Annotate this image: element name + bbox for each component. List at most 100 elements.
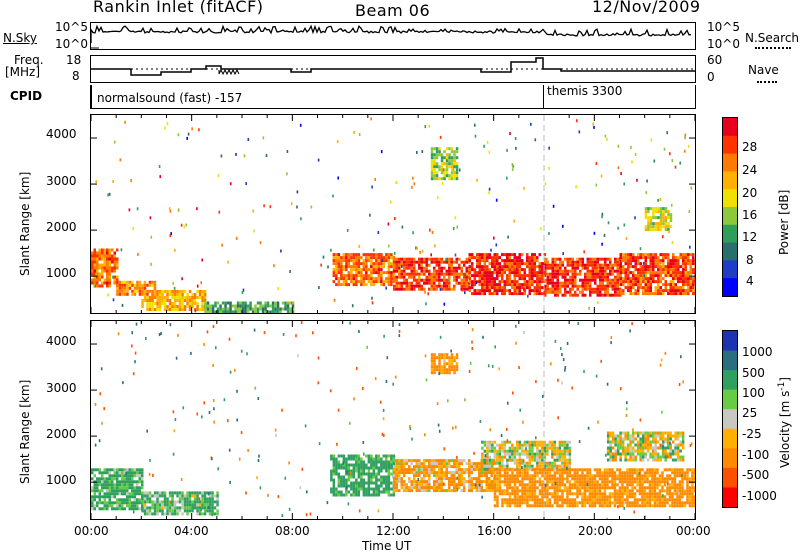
heatmap-cell [332,259,336,263]
heatmap-cell [171,290,174,293]
heatmap-cell [679,286,682,290]
heatmap-cell [644,265,647,269]
heatmap-cell [211,506,214,510]
heatmap-cell [342,280,346,284]
heatmap-cell [521,277,524,281]
heatmap-cell [643,498,647,502]
heatmap-cell [594,269,597,273]
heatmap-cell [536,486,539,490]
heatmap-cell [438,465,441,469]
heatmap-cell [471,265,474,269]
heatmap-cell [581,471,584,475]
heatmap-cell [141,292,144,296]
heatmap-cell [516,489,519,493]
heatmap-cell [654,274,657,278]
heatmap-cell [420,486,423,490]
heatmap-cell [345,481,348,485]
heatmap-speck [174,248,176,252]
heatmap-cell [664,274,667,278]
heatmap-cell [649,222,653,226]
heatmap-cell [643,486,647,490]
heatmap-cell [619,434,622,438]
heatmap-cell [93,272,96,276]
heatmap-cell [646,495,649,499]
heatmap-cell [526,471,529,475]
heatmap-cell [423,474,426,478]
heatmap-cell [448,257,451,261]
heatmap-cell [410,263,413,267]
heatmap-cell [652,207,655,211]
heatmap-cell [398,477,401,481]
heatmap-cell [669,268,672,272]
heatmap-cell [571,504,574,508]
heatmap-cell [443,477,446,481]
heatmap-cell [413,483,416,487]
heatmap-cell [261,304,265,308]
heatmap-cell [689,265,692,269]
heatmap-cell [146,302,149,305]
heatmap-cell [606,504,609,508]
heatmap-cell [332,490,336,494]
heatmap-cell [551,284,554,288]
heatmap-cell [574,293,577,297]
heatmap-cell [619,277,622,281]
heatmap-cell [133,468,136,472]
heatmap-cell [629,443,632,447]
heatmap-speck [150,262,152,266]
heatmap-cell [569,293,572,297]
heatmap-cell [478,474,481,478]
heatmap-cell [332,478,336,482]
heatmap-cell [342,481,346,485]
heatmap-speck [430,253,432,257]
heatmap-cell [546,281,549,285]
heatmap-cell [440,278,443,282]
heatmap-cell [521,449,524,453]
heatmap-cell [679,280,682,284]
heatmap-cell [455,165,459,169]
heatmap-cell [168,302,172,305]
heatmap-cell [335,466,338,470]
heatmap-cell [473,256,476,260]
heatmap-cell [216,307,220,311]
heatmap-cell [516,452,519,456]
heatmap-cell [498,492,502,496]
heatmap-cell [121,289,124,293]
heatmap-cell [671,498,674,502]
heatmap-cell [98,477,101,481]
heatmap-cell [367,472,371,476]
heatmap-speck [253,229,255,233]
heatmap-cell [628,495,632,499]
heatmap-cell [191,296,194,299]
heatmap-cell [681,489,684,493]
heatmap-cell [428,287,431,291]
heatmap-cell [362,472,366,476]
heatmap-cell [413,471,416,475]
heatmap-cell [355,460,358,464]
heatmap-cell [593,501,597,505]
heatmap-cell [508,259,511,263]
heatmap-cell [649,292,652,296]
heatmap-cell [678,498,682,502]
heatmap-cell [93,260,96,264]
heatmap-cell [141,474,144,478]
heatmap-cell [91,281,94,285]
heatmap-cell [91,468,94,472]
heatmap-cell [531,449,534,453]
heatmap-cell [518,446,522,450]
heatmap-cell [563,449,567,453]
heatmap-cell [667,210,670,214]
heatmap-cell [664,268,667,272]
heatmap-cell [594,260,597,264]
heatmap-cell [659,455,662,459]
heatmap-cell [415,468,418,472]
heatmap-cell [133,495,136,499]
heatmap-cell [183,296,187,299]
heatmap-cell [609,434,612,438]
heatmap-speck [431,231,434,234]
heatmap-cell [498,449,502,453]
heatmap-cell [266,301,270,305]
heatmap-speck [194,309,197,313]
heatmap-cell [609,263,612,267]
heatmap-cell [286,304,290,308]
heatmap-speck [642,261,645,265]
